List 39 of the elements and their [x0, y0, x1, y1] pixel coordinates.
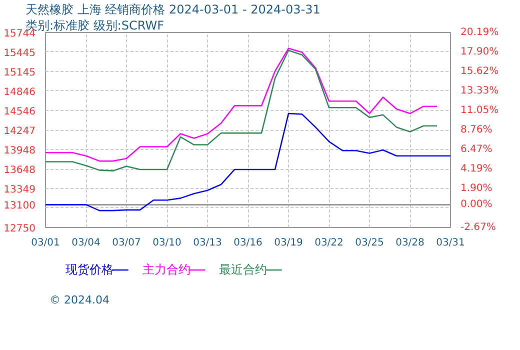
- x-tick-label: 03/04: [72, 238, 100, 248]
- x-tick-label: 03/25: [355, 238, 384, 248]
- y-tick-label: 15744: [4, 28, 36, 40]
- y-tick-label: 13349: [4, 184, 36, 196]
- chart-title: 天然橡胶 上海 经销商价格 2024-03-01 - 2024-03-31: [26, 2, 320, 16]
- y-tick-label: 14247: [4, 126, 36, 137]
- line-series: [46, 112, 450, 212]
- legend-label: 最近合约: [219, 262, 268, 277]
- y-tick-label: 12750: [4, 224, 36, 234]
- x-tick-label: 03/22: [314, 238, 344, 248]
- y2-tick-label: 17.90%: [460, 46, 499, 58]
- y-tick-label: 15145: [4, 68, 36, 79]
- y2-tick-label: 4.19%: [460, 163, 492, 174]
- y2-tick-label: 20.19%: [460, 27, 499, 38]
- y2-tick-label: 11.05%: [460, 104, 499, 116]
- y2-tick-label: 1.90%: [460, 183, 492, 194]
- legend-label: 主力合约: [142, 262, 190, 277]
- y-tick-label: 13948: [4, 145, 36, 156]
- x-tick-label: 03/10: [152, 238, 182, 248]
- y2-tick-label: 0.00%: [460, 199, 492, 210]
- text: © 2024.04: [50, 293, 110, 306]
- legend-label: 现货价格: [66, 262, 114, 277]
- y-tick-label: 14546: [4, 106, 36, 118]
- y-tick-label: 13100: [4, 200, 36, 212]
- y-tick-label: 13648: [4, 165, 36, 176]
- y2-tick-label: -2.67%: [460, 222, 496, 233]
- y2-tick-label: 13.33%: [460, 86, 499, 97]
- x-tick-label: 03/13: [193, 238, 222, 248]
- y2-tick-label: 15.62%: [460, 66, 499, 77]
- x-tick-label: 03/16: [234, 238, 262, 248]
- y2-tick-label: 6.47%: [460, 144, 492, 156]
- x-tick-label: 03/31: [436, 238, 465, 248]
- y2-tick-label: 8.76%: [460, 124, 492, 136]
- x-tick-label: 03/28: [396, 238, 424, 248]
- x-tick-label: 03/07: [112, 238, 141, 248]
- y-tick-label: 15445: [4, 48, 36, 59]
- x-tick-label: 03/19: [274, 238, 303, 248]
- x-tick-label: 03/01: [31, 238, 60, 248]
- y-tick-label: 14846: [4, 86, 36, 98]
